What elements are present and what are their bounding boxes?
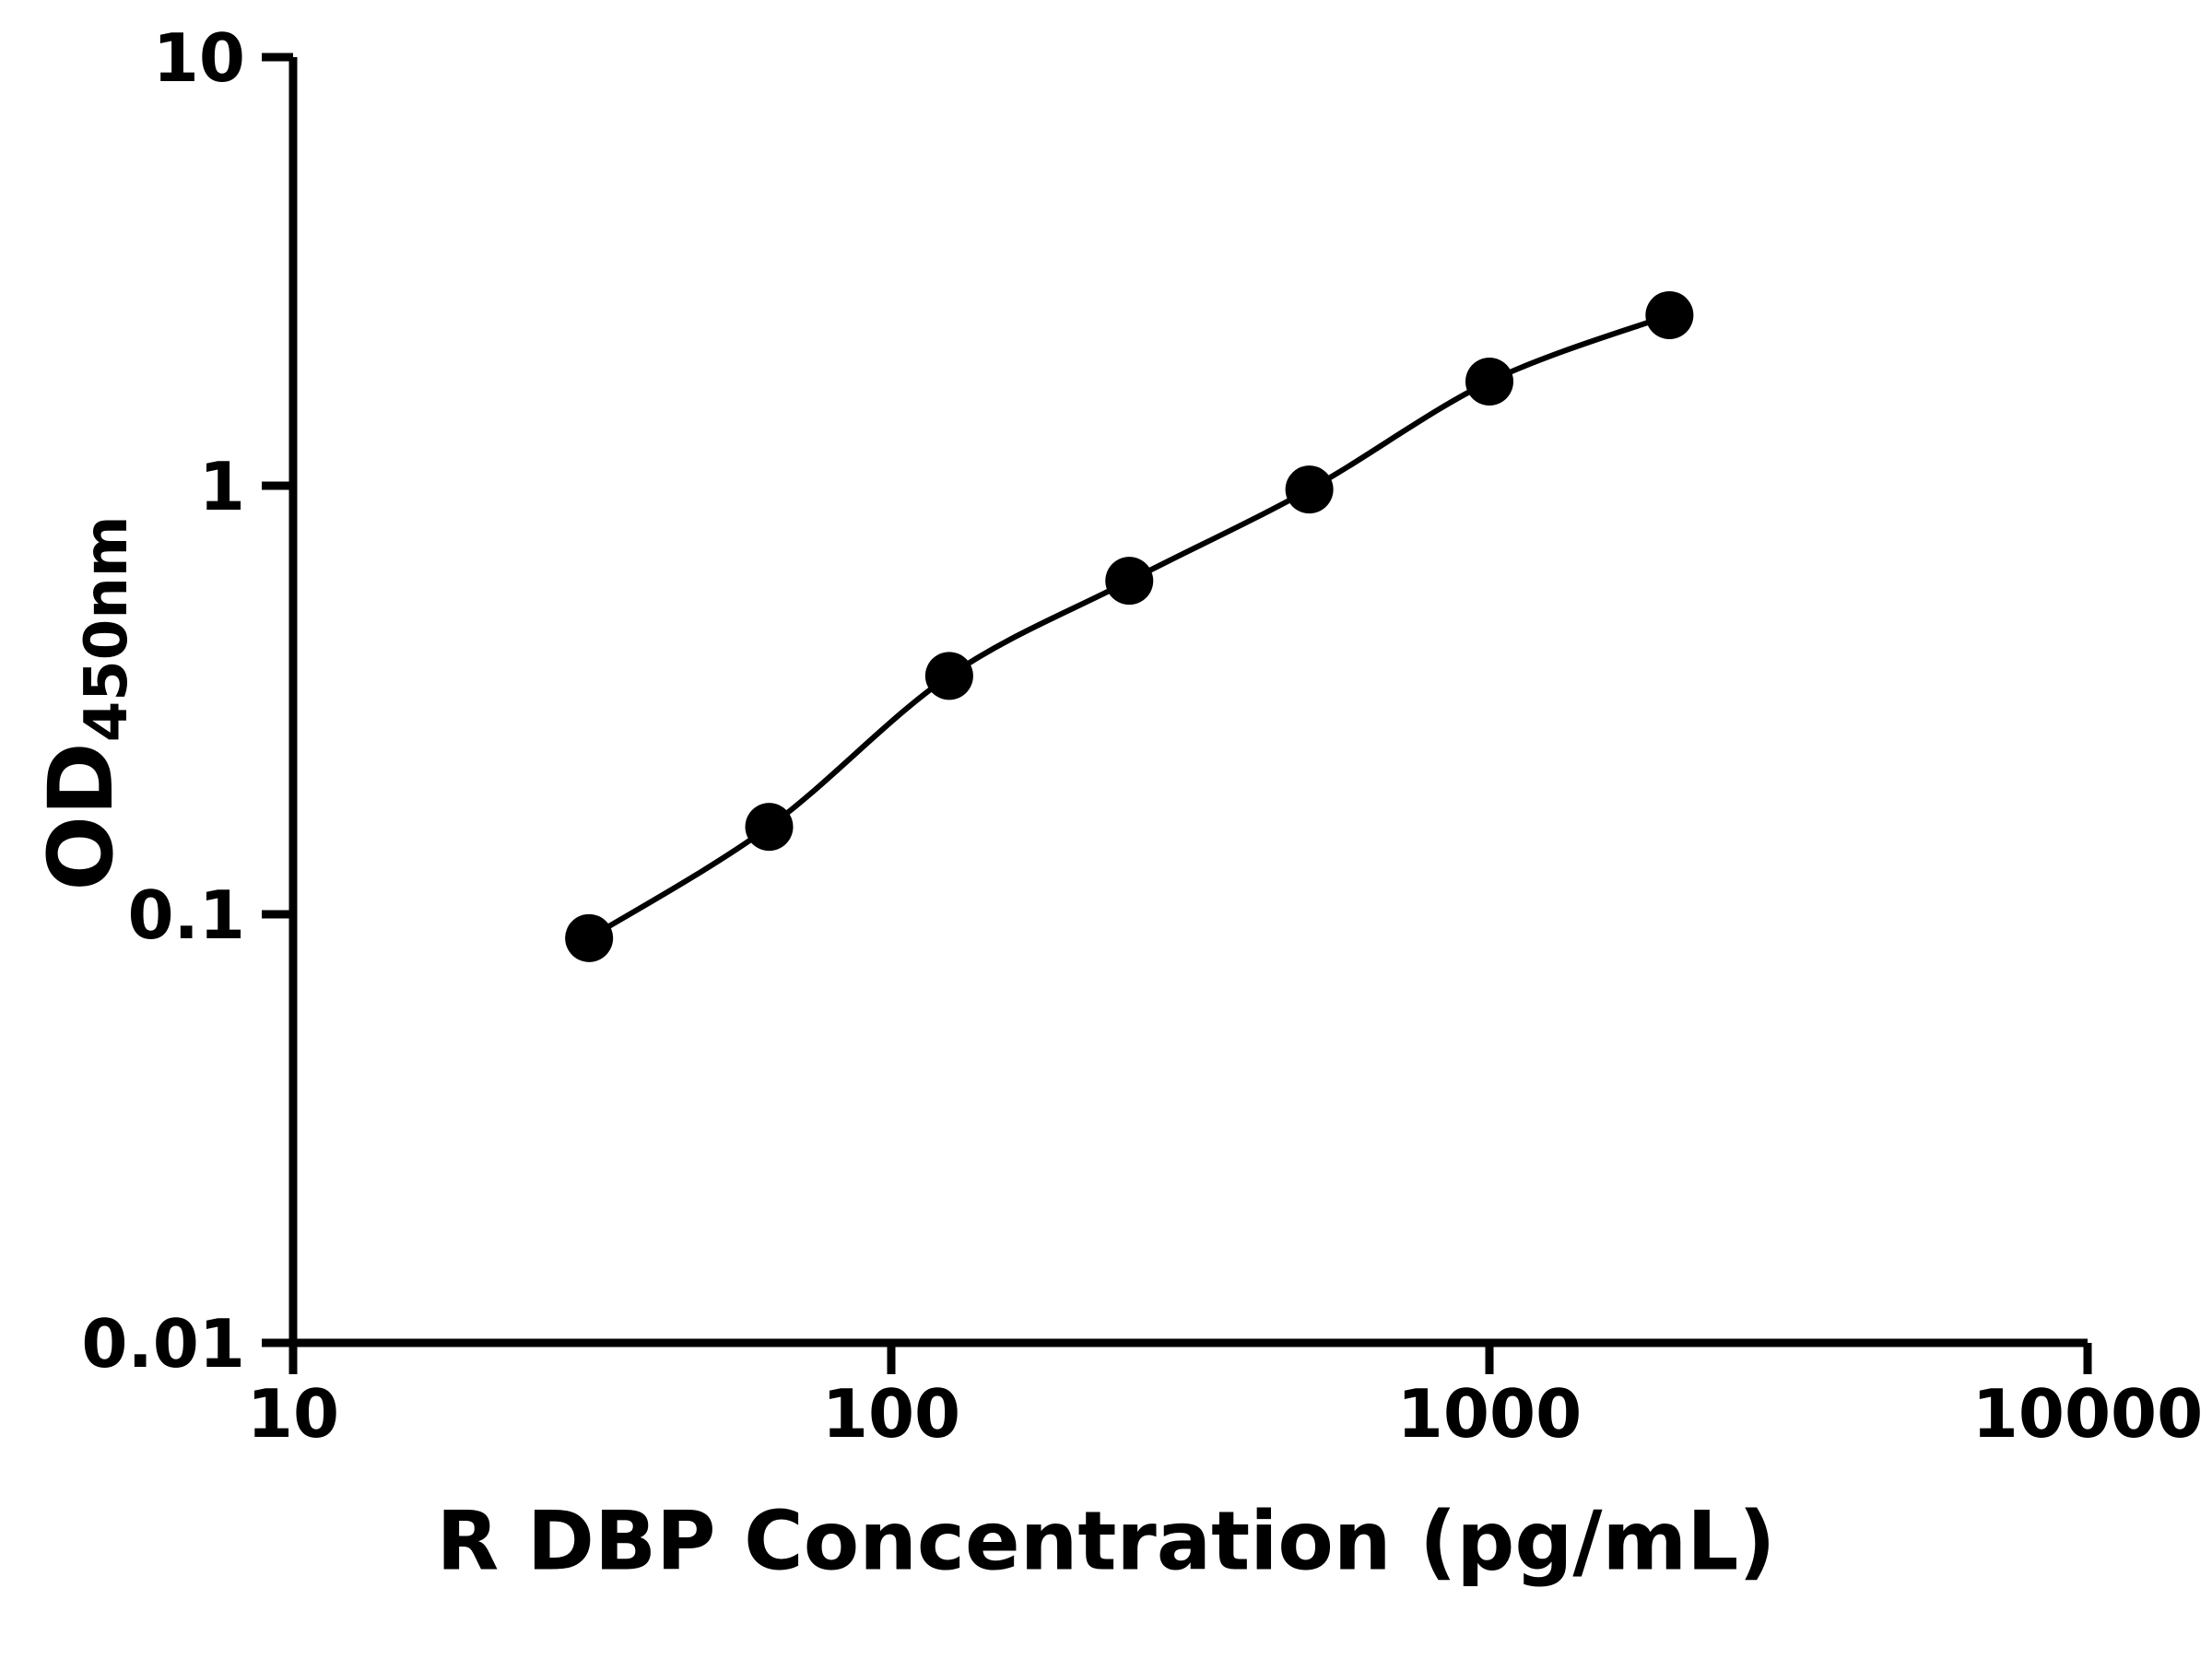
x-axis-title: R DBP Concentration (pg/mL) (436, 1493, 1776, 1589)
y-tick-label: 1 (199, 448, 245, 525)
y-tick-label: 0.01 (81, 1305, 245, 1382)
x-tick-label: 100 (822, 1375, 960, 1453)
x-tick-label: 10000 (1972, 1375, 2204, 1453)
data-point (745, 803, 794, 852)
data-point (1105, 557, 1154, 606)
y-tick-label: 0.1 (127, 877, 245, 954)
y-axis-title: OD450nm (29, 515, 141, 891)
data-point (1285, 465, 1334, 514)
x-tick-label: 1000 (1397, 1375, 1582, 1453)
y-axis-title-sub: 450nm (73, 515, 141, 743)
x-tick-label: 10 (247, 1375, 339, 1453)
data-point (1645, 290, 1694, 339)
data-point (1465, 357, 1513, 406)
data-point (565, 913, 614, 962)
data-point (924, 652, 973, 700)
axis-spine (288, 57, 2088, 1347)
y-axis-title-main: OD (29, 742, 133, 891)
series-curve (586, 312, 1673, 941)
y-tick-label: 10 (153, 19, 245, 97)
